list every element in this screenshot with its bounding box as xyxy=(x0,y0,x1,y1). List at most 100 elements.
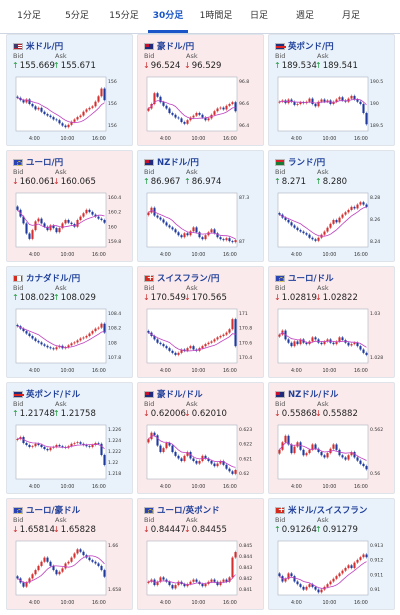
chart-plot-area xyxy=(146,540,238,596)
flag-icon xyxy=(275,275,285,282)
currency-card[interactable]: ユーロ/ドル Bid Ask ↓1.02819 ↓1.02822 1.03 1.028 4:0… xyxy=(268,266,395,378)
candle xyxy=(228,238,231,242)
price-chart[interactable]: 0.845 0.844 0.843 0.842 0.841 4:00 10:00 16:00 xyxy=(144,539,259,607)
price-chart[interactable]: 0.562 0.56 4:00 10:00 16:00 xyxy=(275,423,390,491)
ask-value: ↓170.565 xyxy=(184,293,227,303)
pair-title[interactable]: NZドル/円 xyxy=(144,156,199,168)
candle xyxy=(323,99,326,102)
candle xyxy=(326,227,329,232)
pair-name: 米ドル/スイスフラン xyxy=(288,506,368,516)
candle xyxy=(234,102,237,112)
candle xyxy=(165,105,168,109)
price-chart[interactable]: 96.8 96.6 96.4 4:00 10:00 16:00 xyxy=(144,75,259,143)
candle xyxy=(201,237,204,240)
x-tick-label: 10:00 xyxy=(61,600,75,606)
pair-title[interactable]: ユーロ/英ポンド xyxy=(144,504,220,516)
ask-label: Ask xyxy=(317,284,329,292)
price-chart[interactable]: 171 170.8 170.6 170.4 4:00 10:00 16:00 xyxy=(144,307,259,375)
candle xyxy=(225,105,228,110)
candle xyxy=(91,331,94,334)
price-chart[interactable]: 108.4 108.2 108 107.8 4:00 10:00 16:00 xyxy=(13,307,128,375)
candle xyxy=(34,221,37,231)
currency-card[interactable]: NZドル/円 Bid Ask ↑86.967 ↑86.974 87.3 87 4:00 10:0… xyxy=(137,150,264,262)
x-tick-label: 16:00 xyxy=(92,484,106,490)
tab-3[interactable]: 30分足 xyxy=(148,0,188,33)
price-chart[interactable]: 190.5 190 189.5 4:00 10:00 16:00 xyxy=(275,75,390,143)
pair-title[interactable]: ランド/円 xyxy=(275,156,325,168)
candle xyxy=(40,561,43,566)
candle xyxy=(28,99,31,104)
candle xyxy=(195,113,198,116)
pair-title[interactable]: 豪ドル/円 xyxy=(144,40,194,52)
pair-title[interactable]: 米ドル/スイスフラン xyxy=(275,504,367,516)
price-chart[interactable]: 0.913 0.912 0.911 0.91 4:00 10:00 16:00 xyxy=(275,539,390,607)
tab-6[interactable]: 週足 xyxy=(295,11,314,21)
currency-card[interactable]: 英ポンド/円 Bid Ask ↑189.534 ↑189.541 190.5 190 189.… xyxy=(268,34,395,146)
price-chart[interactable]: 156 156 156 4:00 10:00 16:00 xyxy=(13,75,128,143)
currency-card[interactable]: ユーロ/円 Bid Ask ↓160.061 ↓160.065 160.4 160.2 160… xyxy=(6,150,133,262)
tab-7[interactable]: 月足 xyxy=(341,11,360,21)
price-chart[interactable]: 87.3 87 4:00 10:00 16:00 xyxy=(144,191,259,259)
pair-title[interactable]: 米ドル/円 xyxy=(13,40,63,52)
candle xyxy=(61,446,64,447)
candle xyxy=(171,585,174,589)
currency-card[interactable]: カナダドル/円 Bid Ask ↑108.023 ↑108.029 108.4 108.2 1… xyxy=(6,266,133,378)
pair-title[interactable]: 豪ドル/ドル xyxy=(144,388,203,400)
pair-title[interactable]: 英ポンド/ドル xyxy=(13,388,80,400)
currency-card[interactable]: 豪ドル/ドル Bid Ask ↓0.62006 ↓0.62010 0.623 0.622 0.… xyxy=(137,382,264,494)
candle xyxy=(299,339,302,345)
candle xyxy=(46,557,49,562)
price-chart[interactable]: 1.226 1.224 1.222 1.22 1.218 4:00 10:00 16:00 xyxy=(13,423,128,491)
candle xyxy=(159,445,162,452)
ask-value: ↓0.55882 xyxy=(315,409,358,419)
tab-5[interactable]: 日足 xyxy=(249,11,268,21)
candle xyxy=(329,581,332,585)
candle xyxy=(37,565,40,571)
currency-card[interactable]: 米ドル/円 Bid Ask ↑155.669 ↑155.671 156 156 156 4:00… xyxy=(6,34,133,146)
chart-plot-area xyxy=(146,424,238,480)
candle xyxy=(171,113,174,115)
price-chart[interactable]: 0.623 0.622 0.621 0.62 4:00 10:00 16:00 xyxy=(144,423,259,491)
currency-card[interactable]: 英ポンド/ドル Bid Ask ↑1.21748 ↑1.21758 1.226 1.224 1… xyxy=(6,382,133,494)
candle xyxy=(231,557,234,578)
x-tick-label: 10:00 xyxy=(192,484,206,490)
pair-title[interactable]: カナダドル/円 xyxy=(13,272,80,284)
candle xyxy=(341,570,344,574)
tab-2[interactable]: 15分足 xyxy=(109,11,139,21)
pair-title[interactable]: ユーロ/ドル xyxy=(275,272,334,284)
candle xyxy=(76,442,79,443)
candle xyxy=(201,346,204,349)
price-chart[interactable]: 160.4 160.2 160 159.8 4:00 10:00 16:00 xyxy=(13,191,128,259)
trend-arrow-icon: ↓ xyxy=(274,293,281,302)
currency-card[interactable]: ユーロ/英ポンド Bid Ask ↓0.84447 ↓0.84455 0.845 0.844… xyxy=(137,498,264,610)
pair-title[interactable]: 英ポンド/円 xyxy=(275,40,334,52)
currency-card[interactable]: 米ドル/スイスフランBidAsk↑0.91264↑0.912790.9130.9… xyxy=(268,498,395,610)
y-tick-label: 156 xyxy=(108,101,117,107)
candle xyxy=(228,104,231,106)
price-chart[interactable]: 1.66 1.658 4:00 10:00 16:00 xyxy=(13,539,128,607)
tab-4[interactable]: 1時間足 xyxy=(199,11,233,21)
candle xyxy=(186,583,189,587)
pair-title[interactable]: スイスフラン/円 xyxy=(144,272,219,284)
candle xyxy=(85,445,88,447)
currency-card[interactable]: ユーロ/豪ドル Bid Ask ↓1.65814 ↓1.65828 1.66 1.658 4:… xyxy=(6,498,133,610)
currency-card[interactable]: NZドル/ドル Bid Ask ↓0.55868 ↓0.55882 0.562 0.56 4:… xyxy=(268,382,395,494)
candle xyxy=(314,586,317,590)
y-tick-label: 8.24 xyxy=(370,239,380,245)
tab-1[interactable]: 5分足 xyxy=(65,11,89,21)
chart-plot-area xyxy=(277,308,369,364)
candle xyxy=(317,589,320,593)
pair-title[interactable]: NZドル/ドル xyxy=(275,388,338,400)
candle xyxy=(204,117,207,121)
price-chart[interactable]: 8.28 8.26 8.24 4:00 10:00 16:00 xyxy=(275,191,390,259)
currency-card[interactable]: 豪ドル/円 Bid Ask ↓96.524 ↓96.529 96.8 96.6 96.4 4:0… xyxy=(137,34,264,146)
currency-card[interactable]: スイスフラン/円BidAsk↓170.549↓170.565171170.817… xyxy=(137,266,264,378)
moving-average-line xyxy=(279,332,367,348)
pair-title[interactable]: ユーロ/円 xyxy=(13,156,63,168)
candle xyxy=(362,349,365,353)
ask-text: 1.65828 xyxy=(60,525,96,535)
price-chart[interactable]: 1.03 1.028 4:00 10:00 16:00 xyxy=(275,307,390,375)
currency-card[interactable]: ランド/円 Bid Ask ↑8.271 ↑8.280 8.28 8.26 8.24 4:00 1… xyxy=(268,150,395,262)
tab-0[interactable]: 1分足 xyxy=(17,11,41,21)
pair-title[interactable]: ユーロ/豪ドル xyxy=(13,504,80,516)
